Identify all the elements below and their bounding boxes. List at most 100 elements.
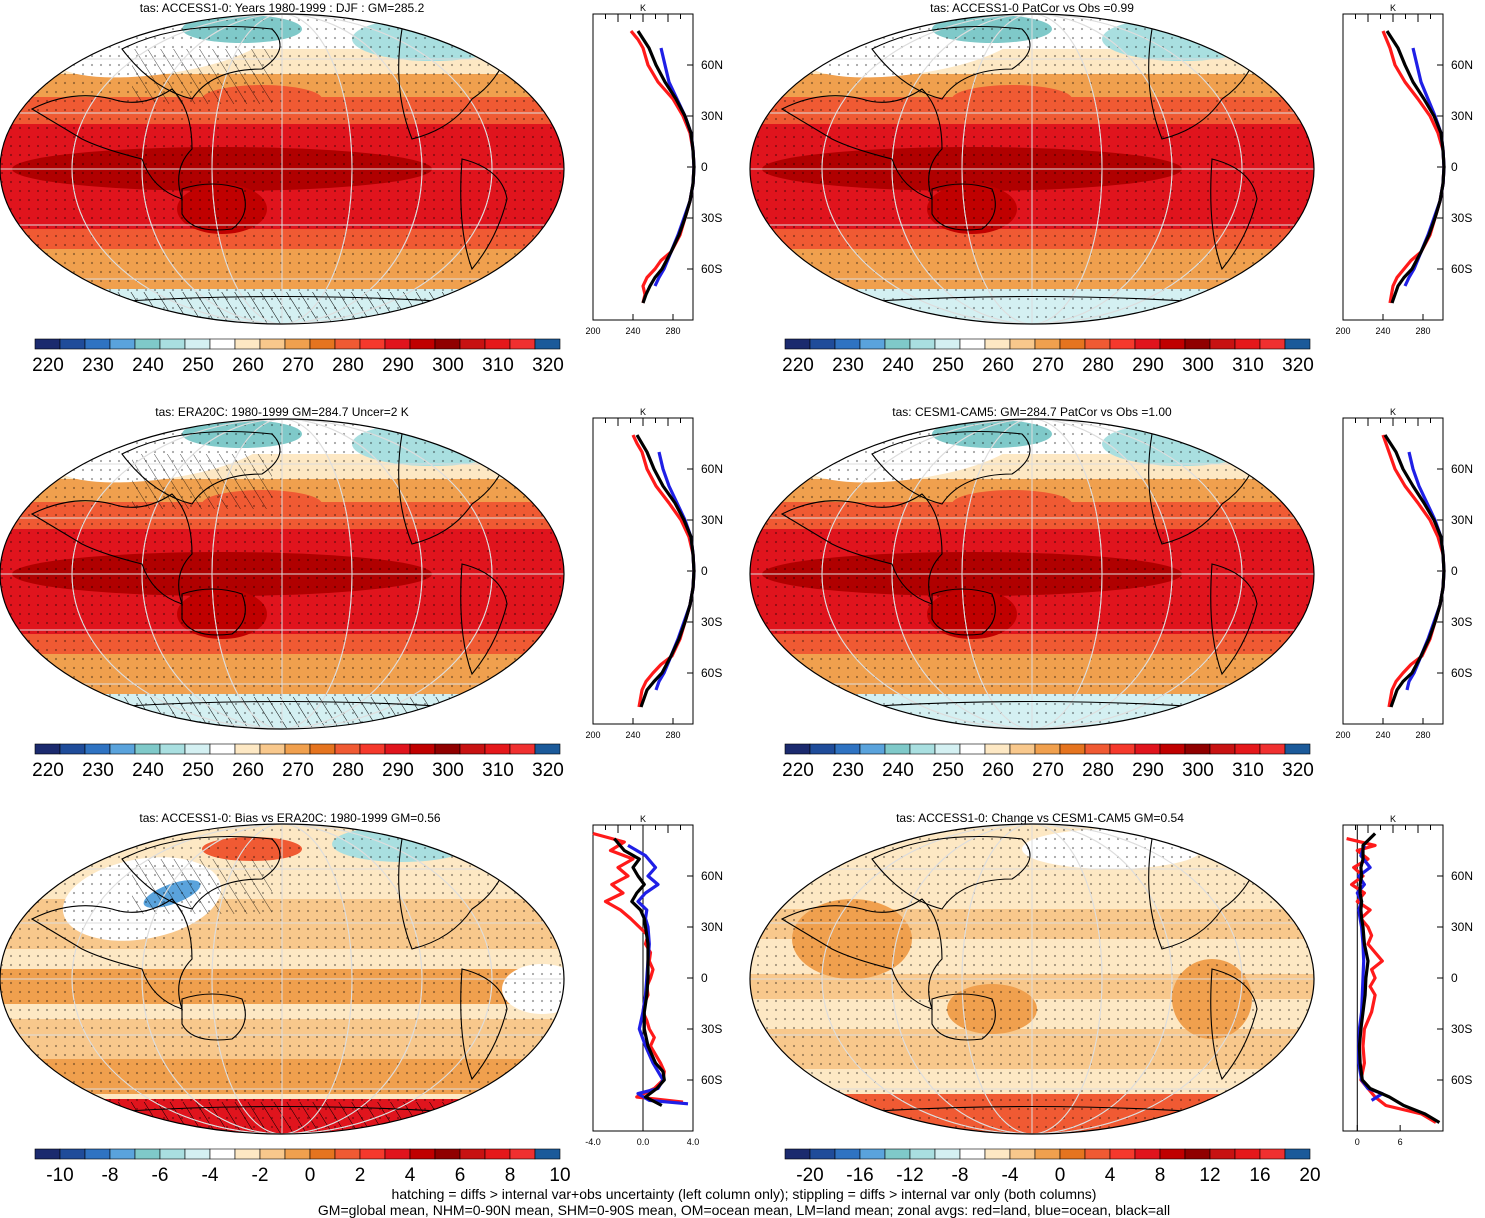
colorbar-swatch <box>1284 338 1311 350</box>
zonal-y-tick-label: 30N <box>1451 920 1473 934</box>
panel-6-colorbar: -20 -16 -12 -8 -4 0 4 8 12 16 20 <box>784 1148 1321 1186</box>
colorbar-swatch <box>1159 743 1186 755</box>
coast-australia <box>181 588 246 636</box>
colorbar-swatch <box>1284 1148 1311 1160</box>
zonal-x-tick-label: 280 <box>1415 730 1430 740</box>
colorbar-tick-label: 270 <box>282 355 314 376</box>
colorbar-tick-label: 280 <box>1082 355 1114 376</box>
colorbar-tick-label: 310 <box>482 355 514 376</box>
colorbar-swatch <box>184 1148 211 1160</box>
panel-4-colorbar: 220 230 240 250 260 270 280 290 300 310 320 <box>782 743 1314 781</box>
zonal-unit-label: K <box>1390 407 1396 417</box>
colorbar-swatch <box>1109 1148 1136 1160</box>
colorbar-tick-label: 280 <box>1082 760 1114 781</box>
colorbar-swatch <box>409 1148 436 1160</box>
panel-4-title: tas: CESM1-CAM5: GM=284.7 PatCor vs Obs … <box>892 405 1172 419</box>
colorbar-swatch <box>509 1148 536 1160</box>
zonal-land-line <box>631 434 696 708</box>
colorbar-swatch <box>309 338 336 350</box>
colorbar-tick-label: 8 <box>1155 1165 1166 1186</box>
zonal-y-tick-label: 60N <box>1451 462 1473 476</box>
map-outline <box>749 418 1315 730</box>
colorbar-swatch <box>884 743 911 755</box>
colorbar-swatch <box>484 743 511 755</box>
zonal-y-tick-label: 30N <box>701 920 723 934</box>
coast-samerica <box>460 158 508 271</box>
colorbar-swatch <box>834 338 861 350</box>
zonal-all-line <box>636 30 696 304</box>
colorbar-swatch <box>834 1148 861 1160</box>
graticule-meridian <box>141 824 423 1134</box>
graticule-meridian <box>961 419 1103 729</box>
colorbar-swatch <box>409 338 436 350</box>
colorbar-tick-label: 230 <box>82 355 114 376</box>
panel-1-map <box>0 13 565 325</box>
coast-australia <box>181 183 246 231</box>
colorbar-tick-label: 260 <box>982 760 1014 781</box>
colorbar-tick-label: 4 <box>1105 1165 1116 1186</box>
colorbar-swatch <box>309 743 336 755</box>
colorbar-tick-label: 260 <box>982 355 1014 376</box>
zonal-all-line <box>635 434 696 708</box>
colorbar-swatch <box>784 338 811 350</box>
map-outline <box>0 13 565 325</box>
colorbar-swatch <box>384 743 411 755</box>
zonal-x-tick-label: 280 <box>665 326 680 336</box>
panel-3-map <box>0 418 565 730</box>
colorbar-swatch <box>859 743 886 755</box>
colorbar-tick-label: 230 <box>832 355 864 376</box>
colorbar-swatch <box>509 743 536 755</box>
colorbar-swatch <box>434 338 461 350</box>
colorbar-tick-label: 230 <box>832 760 864 781</box>
colorbar-tick-label: 12 <box>1199 1165 1220 1186</box>
graticule-meridian <box>961 14 1103 324</box>
colorbar-swatch <box>984 743 1011 755</box>
colorbar-swatch <box>159 338 186 350</box>
colorbar-swatch <box>1084 1148 1111 1160</box>
colorbar-swatch <box>209 338 236 350</box>
colorbar-swatch <box>859 1148 886 1160</box>
colorbar-swatch <box>234 338 261 350</box>
zonal-y-tick-label: 60S <box>701 262 722 276</box>
graticule-meridian <box>211 419 353 729</box>
footer-line-1: hatching = diffs > internal var+obs unce… <box>392 1186 1097 1202</box>
coast-eurasia <box>121 835 281 910</box>
zonal-y-tick-label: 30S <box>701 1022 722 1036</box>
zonal-y-tick-label: 60N <box>701 462 723 476</box>
colorbar-swatch <box>1259 743 1286 755</box>
colorbar-swatch <box>934 743 961 755</box>
colorbar-swatch <box>159 1148 186 1160</box>
map-fields <box>750 824 1314 1134</box>
graticule-meridian <box>821 14 1243 324</box>
zonal-y-tick-label: 60S <box>1451 1073 1472 1087</box>
zonal-y-tick-label: 0 <box>701 160 708 174</box>
zonal-y-tick-label: 60S <box>1451 666 1472 680</box>
coast-australia <box>931 993 996 1041</box>
colorbar-swatch <box>434 743 461 755</box>
colorbar-swatch <box>1034 338 1061 350</box>
colorbar-tick-label: 20 <box>1299 1165 1320 1186</box>
colorbar-swatch <box>59 1148 86 1160</box>
zonal-y-tick-label: 30N <box>1451 513 1473 527</box>
panel-5-zonal-plot: K -4.0 0.0 4.0 60N 30N 0 30S 60S <box>585 814 723 1147</box>
colorbar-tick-label: 250 <box>182 760 214 781</box>
colorbar-swatch <box>459 338 486 350</box>
colorbar-swatch <box>384 338 411 350</box>
colorbar-swatch <box>1284 743 1311 755</box>
colorbar-tick-label: 250 <box>932 355 964 376</box>
map-outline <box>749 13 1315 325</box>
colorbar-tick-label: 270 <box>1032 760 1064 781</box>
panel-1-zonal-plot: K 200 240 280 60N 30N 0 30S 60S <box>585 3 723 336</box>
colorbar-tick-label: -2 <box>252 1165 269 1186</box>
colorbar-tick-label: 230 <box>82 760 114 781</box>
zonal-y-tick-label: 60N <box>701 58 723 72</box>
colorbar-tick-label: -10 <box>46 1165 73 1186</box>
coast-antarctica <box>81 1105 483 1115</box>
coast-australia <box>931 183 996 231</box>
zonal-y-tick-label: 30S <box>1451 211 1472 225</box>
zonal-x-tick-label: 240 <box>625 730 640 740</box>
zonal-y-tick-label: 30S <box>701 615 722 629</box>
colorbar-swatch <box>134 743 161 755</box>
graticule-meridian <box>891 824 1173 1134</box>
colorbar-swatch <box>809 338 836 350</box>
